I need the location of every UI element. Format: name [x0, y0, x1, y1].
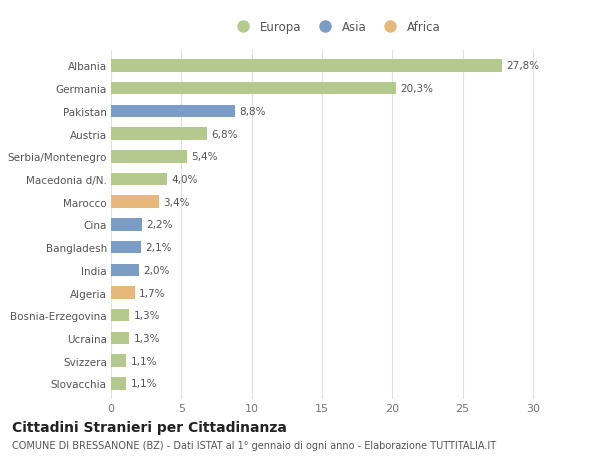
- Bar: [111, 355, 127, 367]
- Text: Cittadini Stranieri per Cittadinanza: Cittadini Stranieri per Cittadinanza: [12, 420, 287, 434]
- Text: 20,3%: 20,3%: [401, 84, 434, 94]
- Text: 1,1%: 1,1%: [131, 356, 157, 366]
- Bar: [111, 218, 142, 231]
- Bar: [111, 83, 397, 95]
- Text: 3,4%: 3,4%: [163, 197, 190, 207]
- Bar: [111, 106, 235, 118]
- Bar: [111, 60, 502, 73]
- Bar: [111, 264, 139, 276]
- Text: COMUNE DI BRESSANONE (BZ) - Dati ISTAT al 1° gennaio di ogni anno - Elaborazione: COMUNE DI BRESSANONE (BZ) - Dati ISTAT a…: [12, 440, 496, 450]
- Bar: [111, 196, 159, 208]
- Text: 1,7%: 1,7%: [139, 288, 166, 298]
- Text: 6,8%: 6,8%: [211, 129, 238, 139]
- Bar: [111, 241, 140, 254]
- Text: 2,2%: 2,2%: [146, 220, 173, 230]
- Bar: [111, 128, 206, 140]
- Text: 1,3%: 1,3%: [133, 333, 160, 343]
- Bar: [111, 174, 167, 186]
- Bar: [111, 309, 129, 322]
- Bar: [111, 151, 187, 163]
- Text: 2,0%: 2,0%: [143, 265, 170, 275]
- Legend: Europa, Asia, Africa: Europa, Asia, Africa: [228, 17, 444, 38]
- Bar: [111, 286, 135, 299]
- Bar: [111, 332, 129, 344]
- Bar: [111, 377, 127, 390]
- Text: 2,1%: 2,1%: [145, 242, 171, 252]
- Text: 1,3%: 1,3%: [133, 311, 160, 320]
- Text: 4,0%: 4,0%: [172, 174, 198, 185]
- Text: 8,8%: 8,8%: [239, 106, 265, 117]
- Text: 1,1%: 1,1%: [131, 379, 157, 388]
- Text: 5,4%: 5,4%: [191, 152, 218, 162]
- Text: 27,8%: 27,8%: [506, 62, 539, 71]
